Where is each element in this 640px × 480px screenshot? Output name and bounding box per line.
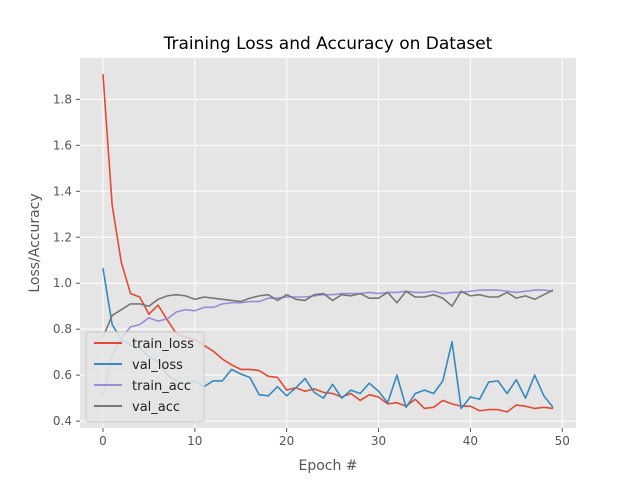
- axis-ticks: 0 10 20 30 40 50 0.4 0.6 0.8 1.0 1.2 1.4 1.6 1.8: [53, 92, 570, 448]
- legend-label-train-acc: train_acc: [132, 379, 191, 394]
- legend-label-val-loss: val_loss: [132, 358, 183, 373]
- x-tick-label: 30: [371, 434, 386, 448]
- x-tick-label: 40: [463, 434, 478, 448]
- y-tick-label: 1.0: [53, 276, 72, 290]
- legend-label-train-loss: train_loss: [132, 337, 194, 352]
- series-line-train-acc: [102, 289, 554, 397]
- y-tick-label: 1.8: [53, 92, 72, 106]
- grid: [80, 58, 576, 428]
- y-axis-label: Loss/Accuracy: [27, 193, 43, 292]
- chart-title: Training Loss and Accuracy on Dataset: [163, 34, 493, 54]
- legend: train_loss val_loss train_acc val_acc: [85, 331, 205, 423]
- x-tick-label: 0: [99, 434, 107, 448]
- x-axis-label: Epoch #: [298, 458, 357, 474]
- y-tick-label: 0.4: [53, 414, 72, 428]
- y-tick-label: 1.4: [53, 184, 72, 198]
- y-tick-label: 0.8: [53, 322, 72, 336]
- y-tick-label: 0.6: [53, 368, 72, 382]
- y-tick-label: 1.2: [53, 230, 72, 244]
- y-tick-label: 1.6: [53, 138, 72, 152]
- x-tick-label: 20: [279, 434, 294, 448]
- legend-box: [85, 331, 205, 423]
- legend-label-val-acc: val_acc: [132, 400, 180, 415]
- series-line-val-acc: [102, 289, 554, 338]
- x-tick-label: 10: [187, 434, 202, 448]
- x-tick-label: 50: [555, 434, 570, 448]
